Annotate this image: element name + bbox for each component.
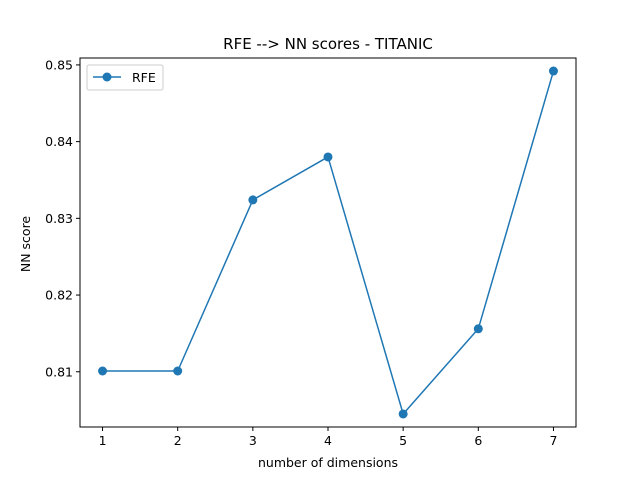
ticks-layer: 1 2 3 4 5 6 7 0.81 0.82 0.83 0.84 0.85 <box>45 57 557 448</box>
y-tick-label: 0.82 <box>45 288 73 303</box>
chart-title: RFE --> NN scores - TITANIC <box>223 35 433 53</box>
legend-box <box>86 64 164 91</box>
data-point <box>98 366 108 376</box>
x-tick-label: 7 <box>549 433 557 448</box>
x-axis-label: number of dimensions <box>258 455 398 470</box>
series-layer <box>98 66 558 419</box>
data-point <box>248 195 258 205</box>
legend: RFE <box>86 64 164 91</box>
y-tick-label: 0.83 <box>45 211 73 226</box>
y-tick-label: 0.84 <box>45 134 73 149</box>
x-tick-label: 1 <box>99 433 107 448</box>
legend-label-rfe: RFE <box>132 70 156 85</box>
x-tick-label: 6 <box>474 433 482 448</box>
x-tick-label: 2 <box>174 433 182 448</box>
data-point <box>398 409 408 419</box>
data-point <box>323 152 333 162</box>
y-axis-label: NN score <box>18 216 33 273</box>
plot-frame <box>79 57 577 428</box>
x-tick-label: 5 <box>399 433 407 448</box>
data-point <box>173 366 183 376</box>
data-point <box>473 324 483 334</box>
y-tick-label: 0.85 <box>45 57 73 72</box>
x-tick-label: 4 <box>324 433 332 448</box>
legend-marker <box>102 72 112 82</box>
x-tick-label: 3 <box>249 433 257 448</box>
data-point <box>548 66 558 76</box>
y-tick-label: 0.81 <box>45 364 73 379</box>
